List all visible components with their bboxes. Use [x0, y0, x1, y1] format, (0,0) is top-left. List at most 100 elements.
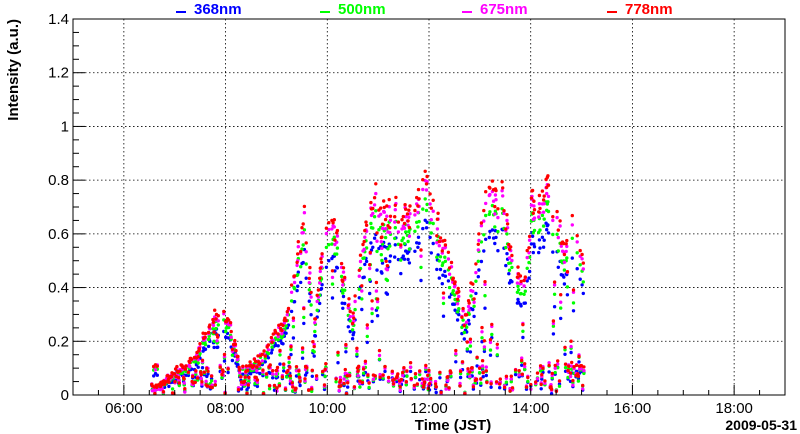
data-point	[563, 348, 567, 352]
data-point	[289, 283, 294, 287]
data-point	[462, 330, 466, 335]
data-point	[266, 348, 271, 352]
data-point	[234, 349, 238, 353]
data-point	[294, 365, 299, 369]
data-point	[505, 218, 509, 223]
data-point	[461, 306, 465, 311]
data-point	[416, 245, 420, 249]
data-point	[438, 370, 442, 375]
data-point	[334, 377, 338, 381]
data-points	[150, 169, 586, 396]
data-point	[480, 325, 484, 330]
data-point	[490, 332, 494, 337]
data-point	[372, 236, 377, 240]
data-point	[383, 217, 388, 222]
data-point	[380, 222, 385, 226]
data-point	[564, 242, 568, 246]
data-point	[264, 375, 269, 379]
data-point	[472, 297, 476, 301]
data-point	[537, 202, 542, 206]
data-point	[336, 350, 340, 355]
data-point	[341, 306, 345, 310]
data-point	[380, 235, 384, 239]
data-point	[211, 327, 215, 331]
data-point	[360, 284, 364, 288]
data-point	[493, 193, 498, 197]
data-point	[291, 385, 295, 389]
data-point	[318, 266, 322, 270]
data-point	[578, 277, 582, 281]
data-point	[420, 377, 424, 381]
data-point	[571, 288, 576, 292]
data-point	[341, 283, 345, 287]
y-tick-label: 0.6	[48, 226, 69, 243]
data-point	[482, 345, 487, 349]
data-point	[348, 329, 352, 334]
data-point	[424, 188, 429, 192]
data-point	[322, 383, 327, 387]
data-point	[244, 364, 249, 368]
data-point	[255, 369, 259, 373]
data-point	[496, 249, 500, 253]
data-point	[286, 306, 291, 311]
data-point	[425, 220, 429, 224]
data-point	[495, 342, 499, 346]
data-point	[552, 280, 557, 284]
data-point	[310, 387, 314, 391]
data-point	[233, 338, 237, 343]
data-point	[396, 230, 401, 234]
data-point	[402, 366, 406, 370]
data-point	[373, 374, 377, 378]
data-point	[530, 188, 535, 193]
data-point	[553, 370, 557, 375]
data-point	[541, 366, 545, 370]
data-point	[545, 228, 549, 232]
data-point	[542, 238, 546, 242]
data-point	[178, 369, 182, 373]
data-point	[333, 238, 337, 242]
data-point	[447, 266, 452, 270]
data-point	[313, 321, 317, 325]
data-point	[488, 229, 492, 234]
data-point	[353, 307, 357, 312]
data-point	[292, 274, 297, 278]
data-point	[406, 239, 410, 244]
data-point	[480, 330, 484, 334]
data-point	[510, 265, 514, 270]
data-point	[489, 382, 493, 386]
data-point	[458, 384, 462, 388]
data-point	[559, 244, 563, 248]
data-point	[392, 377, 396, 381]
data-point	[562, 275, 566, 279]
data-point	[553, 366, 557, 370]
data-point	[274, 372, 278, 376]
data-point	[527, 238, 532, 242]
data-point	[330, 242, 334, 246]
data-point	[301, 260, 305, 265]
data-point	[509, 374, 513, 378]
data-point	[318, 281, 322, 285]
data-point	[335, 234, 340, 238]
data-point	[283, 387, 288, 391]
data-point	[466, 367, 470, 371]
data-point	[505, 213, 509, 217]
data-point	[396, 220, 401, 224]
data-point	[308, 265, 312, 270]
data-point	[557, 379, 562, 383]
data-point	[401, 254, 405, 258]
data-point	[230, 347, 235, 352]
data-point	[488, 210, 492, 214]
data-point	[467, 322, 471, 326]
data-point	[401, 236, 405, 240]
data-point	[181, 365, 185, 370]
data-point	[488, 348, 493, 352]
data-point	[408, 365, 413, 369]
data-point	[571, 309, 576, 313]
data-point	[361, 371, 366, 375]
data-point	[563, 365, 568, 370]
data-point	[394, 195, 398, 200]
data-point	[516, 265, 520, 269]
data-point	[377, 348, 382, 353]
data-point	[209, 374, 214, 378]
